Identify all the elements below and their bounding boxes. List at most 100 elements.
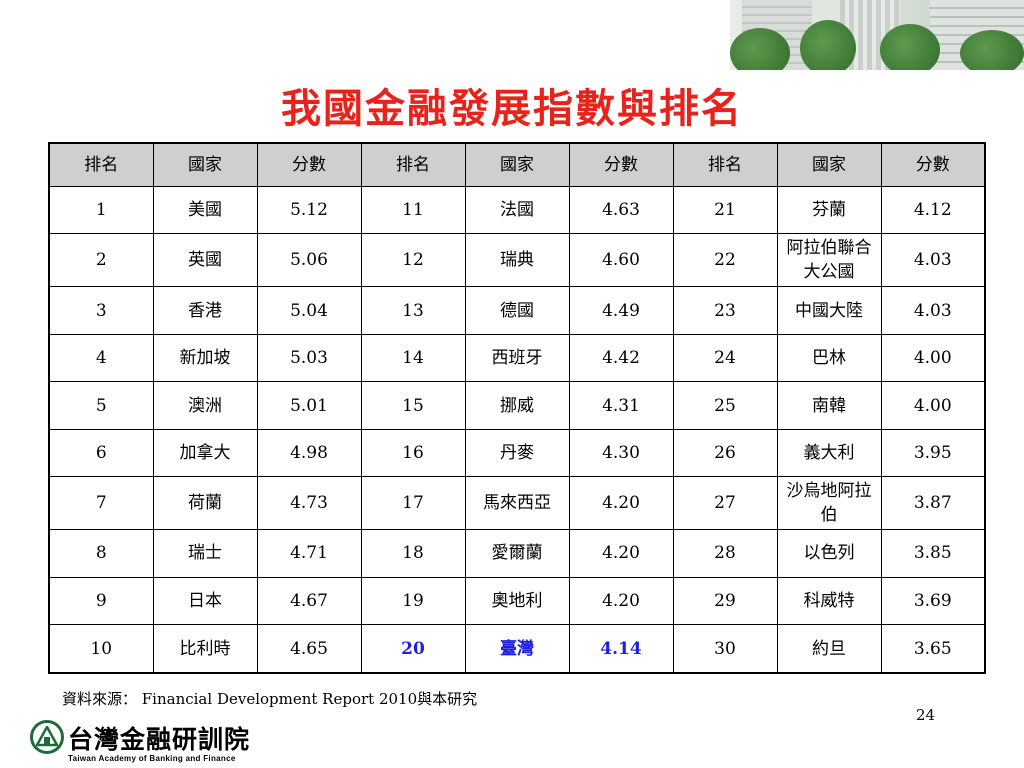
- table-cell: 新加坡: [152, 333, 258, 383]
- table-cell: 3.69: [880, 576, 986, 626]
- table-cell: 沙烏地阿拉伯: [776, 476, 882, 531]
- table-cell: 德國: [464, 286, 570, 335]
- table-cell: 13: [360, 286, 466, 335]
- header-cell: 分數: [256, 142, 362, 187]
- source-note: 資料來源： Financial Development Report 2010與…: [62, 690, 478, 708]
- logo-name-en: Taiwan Academy of Banking and Finance: [68, 754, 236, 763]
- table-cell: 法國: [464, 185, 570, 235]
- table-cell: 18: [360, 529, 466, 578]
- logo-mark-icon: [30, 720, 64, 754]
- table-cell: 17: [360, 476, 466, 531]
- table-cell: 4.20: [568, 529, 674, 578]
- header-cell: 分數: [880, 142, 986, 187]
- table-cell: 西班牙: [464, 333, 570, 383]
- table-cell: 美國: [152, 185, 258, 235]
- table-cell: 5: [48, 381, 154, 430]
- table-cell: 12: [360, 233, 466, 288]
- highlight-cell-taiwan-country: 臺灣: [464, 624, 570, 674]
- header-cell: 排名: [672, 142, 778, 187]
- table-row: 1 美國 5.12 11 法國 4.63 21 芬蘭 4.12: [48, 185, 986, 235]
- table-cell: 義大利: [776, 428, 882, 478]
- table-cell: 21: [672, 185, 778, 235]
- table-cell: 4.42: [568, 333, 674, 383]
- table-row: 10 比利時 4.65 20 臺灣 4.14 30 約旦 3.65: [48, 624, 986, 674]
- table-cell: 5.03: [256, 333, 362, 383]
- table-cell: 澳洲: [152, 381, 258, 430]
- table-row: 7 荷蘭 4.73 17 馬來西亞 4.20 27 沙烏地阿拉伯 3.87: [48, 476, 986, 531]
- table-cell: 科威特: [776, 576, 882, 626]
- page-number: 24: [916, 706, 936, 724]
- table-cell: 5.12: [256, 185, 362, 235]
- table-cell: 4.98: [256, 428, 362, 478]
- table-cell: 9: [48, 576, 154, 626]
- table-cell: 荷蘭: [152, 476, 258, 531]
- table-cell: 4.12: [880, 185, 986, 235]
- table-row: 3 香港 5.04 13 德國 4.49 23 中國大陸 4.03: [48, 286, 986, 335]
- table-cell: 11: [360, 185, 466, 235]
- table-cell: 4.71: [256, 529, 362, 578]
- table-cell: 4.63: [568, 185, 674, 235]
- table-row: 9 日本 4.67 19 奧地利 4.20 29 科威特 3.69: [48, 576, 986, 626]
- table-cell: 馬來西亞: [464, 476, 570, 531]
- table-cell: 29: [672, 576, 778, 626]
- table-row: 2 英國 5.06 12 瑞典 4.60 22 阿拉伯聯合大公國 4.03: [48, 233, 986, 288]
- table-cell: 5.04: [256, 286, 362, 335]
- table-row: 6 加拿大 4.98 16 丹麥 4.30 26 義大利 3.95: [48, 428, 986, 478]
- header-photo: [730, 0, 1024, 70]
- table-cell: 阿拉伯聯合大公國: [776, 233, 882, 288]
- table-cell: 英國: [152, 233, 258, 288]
- table-cell: 3.65: [880, 624, 986, 674]
- table-cell: 19: [360, 576, 466, 626]
- table-cell: 4.00: [880, 333, 986, 383]
- table-cell: 4.03: [880, 233, 986, 288]
- header-cell: 國家: [776, 142, 882, 187]
- table-cell: 日本: [152, 576, 258, 626]
- table-cell: 30: [672, 624, 778, 674]
- table-cell: 1: [48, 185, 154, 235]
- table-cell: 3.95: [880, 428, 986, 478]
- table-header-row: 排名 國家 分數 排名 國家 分數 排名 國家 分數: [48, 142, 986, 187]
- table-row: 4 新加坡 5.03 14 西班牙 4.42 24 巴林 4.00: [48, 333, 986, 383]
- table-cell: 中國大陸: [776, 286, 882, 335]
- table-cell: 比利時: [152, 624, 258, 674]
- header-cell: 排名: [48, 142, 154, 187]
- table-cell: 4.65: [256, 624, 362, 674]
- table-row: 5 澳洲 5.01 15 挪威 4.31 25 南韓 4.00: [48, 381, 986, 430]
- table-row: 8 瑞士 4.71 18 愛爾蘭 4.20 28 以色列 3.85: [48, 529, 986, 578]
- table-cell: 芬蘭: [776, 185, 882, 235]
- table-cell: 4.00: [880, 381, 986, 430]
- table-cell: 丹麥: [464, 428, 570, 478]
- table-cell: 10: [48, 624, 154, 674]
- table-cell: 4: [48, 333, 154, 383]
- table-cell: 4.60: [568, 233, 674, 288]
- logo-name-cn: 台灣金融研訓院: [68, 725, 251, 754]
- table-cell: 27: [672, 476, 778, 531]
- table-cell: 瑞士: [152, 529, 258, 578]
- table-cell: 4.73: [256, 476, 362, 531]
- table-cell: 4.49: [568, 286, 674, 335]
- table-cell: 25: [672, 381, 778, 430]
- table-cell: 南韓: [776, 381, 882, 430]
- table-cell: 4.31: [568, 381, 674, 430]
- table-cell: 7: [48, 476, 154, 531]
- table-cell: 4.67: [256, 576, 362, 626]
- header-cell: 分數: [568, 142, 674, 187]
- institute-logo: 台灣金融研訓院 Taiwan Academy of Banking and Fi…: [30, 720, 290, 766]
- table-cell: 約旦: [776, 624, 882, 674]
- table-cell: 4.30: [568, 428, 674, 478]
- table-cell: 愛爾蘭: [464, 529, 570, 578]
- table-cell: 23: [672, 286, 778, 335]
- table-cell: 8: [48, 529, 154, 578]
- table-cell: 24: [672, 333, 778, 383]
- highlight-cell-taiwan-score: 4.14: [568, 624, 674, 674]
- table-cell: 瑞典: [464, 233, 570, 288]
- table-cell: 15: [360, 381, 466, 430]
- header-cell: 國家: [152, 142, 258, 187]
- table-cell: 3: [48, 286, 154, 335]
- table-cell: 香港: [152, 286, 258, 335]
- table-cell: 4.03: [880, 286, 986, 335]
- header-cell: 排名: [360, 142, 466, 187]
- page-title: 我國金融發展指數與排名: [281, 85, 743, 132]
- highlight-cell-taiwan-rank: 20: [360, 624, 466, 674]
- header-cell: 國家: [464, 142, 570, 187]
